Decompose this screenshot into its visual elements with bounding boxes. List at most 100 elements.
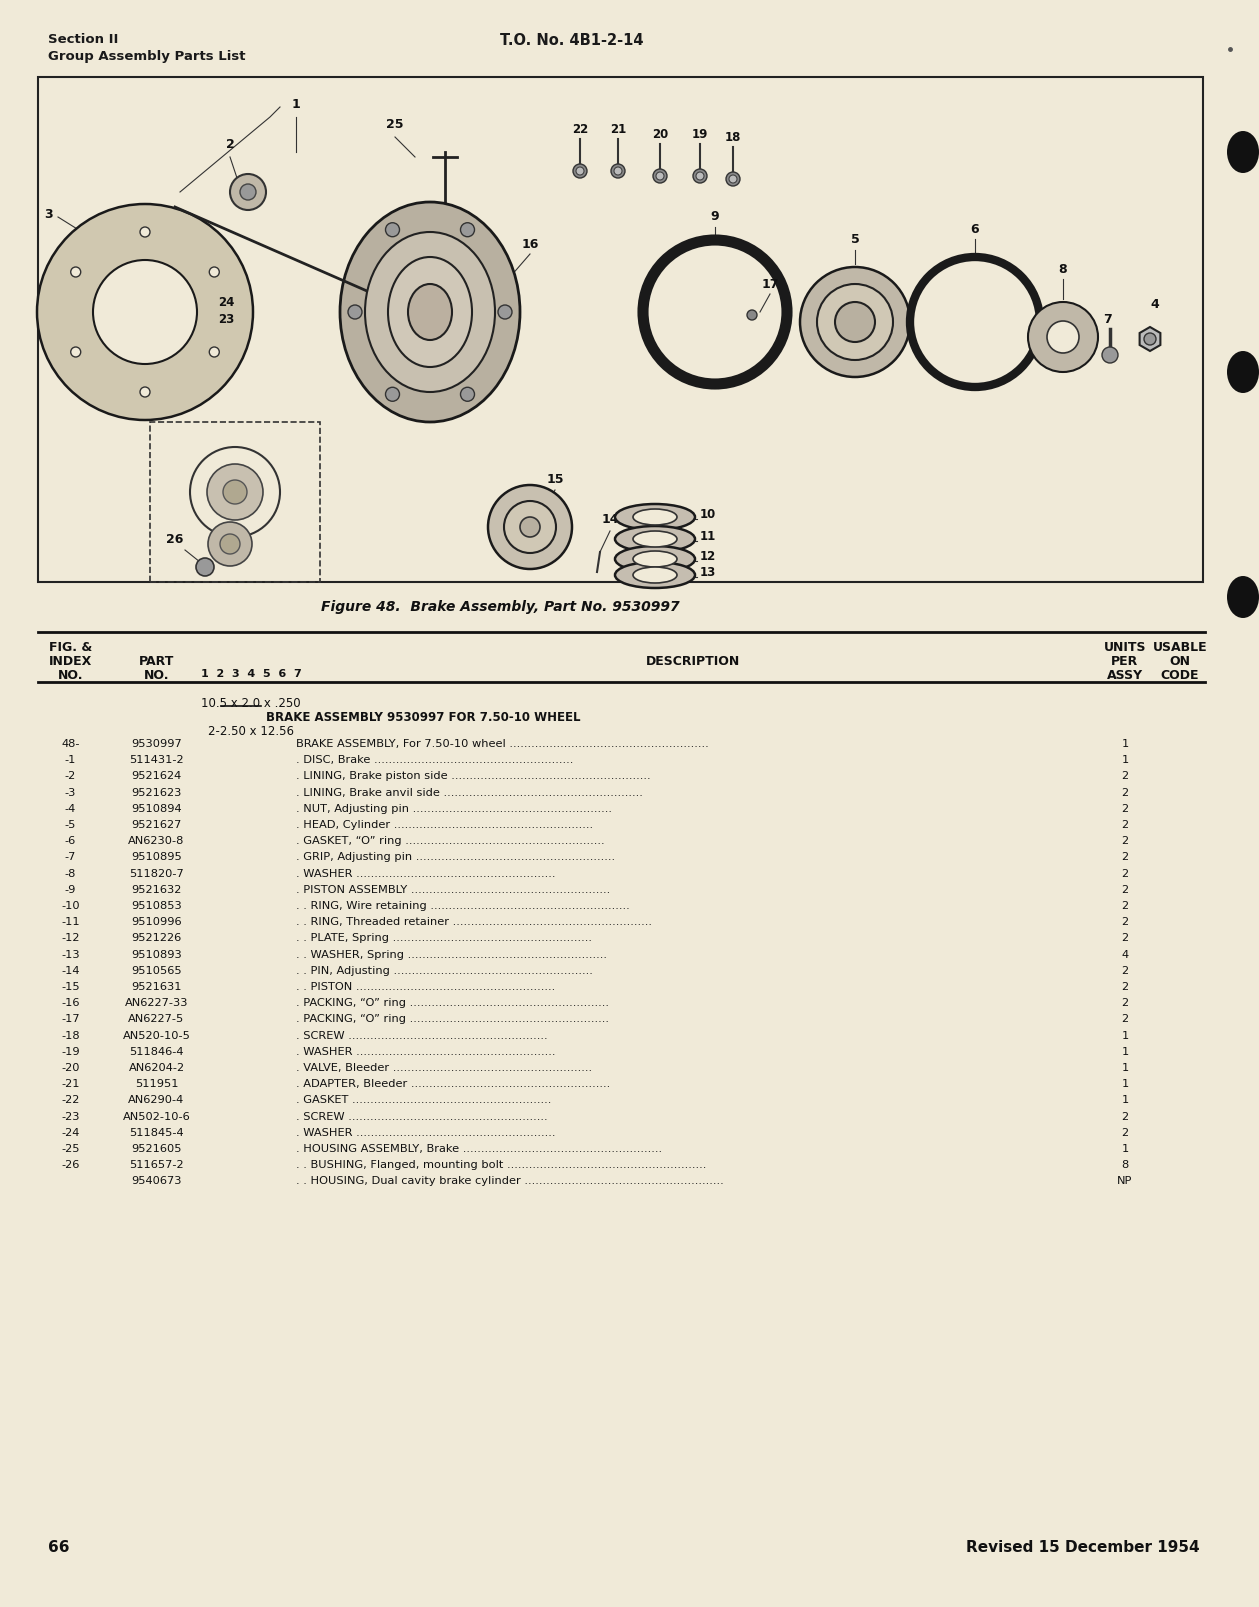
Text: 5: 5 [851,233,860,246]
Text: . . RING, Threaded retainer ....................................................: . . RING, Threaded retainer ............… [296,916,652,927]
Text: . DISC, Brake .......................................................: . DISC, Brake ..........................… [296,755,573,765]
Circle shape [747,310,757,321]
Text: 511846-4: 511846-4 [130,1046,184,1056]
Text: 18: 18 [725,130,742,145]
Circle shape [37,204,253,421]
Text: . . PIN, Adjusting .......................................................: . . PIN, Adjusting .....................… [296,966,593,975]
Circle shape [1102,347,1118,363]
Ellipse shape [388,257,472,368]
Text: . PACKING, “O” ring .......................................................: . PACKING, “O” ring ....................… [296,998,609,1008]
Text: 15: 15 [546,472,564,485]
Text: 9521226: 9521226 [131,932,181,943]
Text: 511951: 511951 [135,1078,179,1088]
Circle shape [223,480,247,505]
Text: . . HOUSING, Dual cavity brake cylinder ........................................: . . HOUSING, Dual cavity brake cylinder … [296,1176,724,1186]
Circle shape [196,559,214,577]
Text: BRAKE ASSEMBLY 9530997 FOR 7.50-10 WHEEL: BRAKE ASSEMBLY 9530997 FOR 7.50-10 WHEEL [266,710,580,723]
Text: 1: 1 [1122,739,1128,749]
Text: . GRIP, Adjusting pin .......................................................: . GRIP, Adjusting pin ..................… [296,852,616,861]
Text: 9: 9 [710,211,719,223]
Ellipse shape [799,268,910,378]
Text: -10: -10 [62,900,79,911]
Text: 2: 2 [1122,982,1128,992]
Text: . WASHER .......................................................: . WASHER ...............................… [296,1046,555,1056]
Ellipse shape [488,485,572,569]
Text: 9521624: 9521624 [131,771,181,781]
Circle shape [206,464,263,521]
Text: 48-: 48- [62,739,79,749]
Text: 9521605: 9521605 [131,1143,181,1154]
Text: . WASHER .......................................................: . WASHER ...............................… [296,1127,555,1138]
Text: 24: 24 [218,296,234,309]
Text: -15: -15 [62,982,79,992]
Text: -14: -14 [62,966,79,975]
Text: 22: 22 [572,122,588,137]
Text: 9521623: 9521623 [131,787,181,797]
Text: 1: 1 [1122,1030,1128,1040]
Text: . LINING, Brake anvil side .....................................................: . LINING, Brake anvil side .............… [296,787,643,797]
Text: 9510565: 9510565 [131,966,181,975]
Text: . SCREW .......................................................: . SCREW ................................… [296,1030,548,1040]
Ellipse shape [633,509,677,525]
Text: 9521631: 9521631 [131,982,181,992]
Text: 9510895: 9510895 [131,852,181,861]
Circle shape [692,170,708,183]
Text: 511431-2: 511431-2 [130,755,184,765]
Text: 2: 2 [1122,932,1128,943]
Text: ASSY: ASSY [1107,669,1143,681]
Text: -4: -4 [65,804,76,813]
Text: -21: -21 [62,1078,79,1088]
Ellipse shape [1228,132,1259,174]
Text: CODE: CODE [1161,669,1200,681]
Text: 2: 2 [1122,836,1128,845]
Text: 9510894: 9510894 [131,804,181,813]
Text: 511845-4: 511845-4 [130,1127,184,1138]
Text: . PISTON ASSEMBLY .......................................................: . PISTON ASSEMBLY ......................… [296,884,611,893]
Circle shape [611,166,624,178]
Text: -22: -22 [62,1094,79,1104]
Text: 2: 2 [1122,884,1128,893]
Text: 2: 2 [1122,804,1128,813]
Text: 11: 11 [700,530,716,543]
Circle shape [240,185,256,201]
Text: . NUT, Adjusting pin .......................................................: . NUT, Adjusting pin ...................… [296,804,612,813]
Circle shape [209,268,219,278]
Text: Section II: Section II [48,34,118,47]
Text: Group Assembly Parts List: Group Assembly Parts List [48,50,246,63]
Circle shape [385,387,399,402]
Circle shape [729,175,737,183]
Text: BRAKE ASSEMBLY, For 7.50-10 wheel ..............................................: BRAKE ASSEMBLY, For 7.50-10 wheel ......… [296,739,709,749]
Ellipse shape [614,546,695,572]
Text: AN6204-2: AN6204-2 [128,1062,185,1072]
Circle shape [230,175,266,211]
Text: 2: 2 [1122,820,1128,829]
Text: . HEAD, Cylinder .......................................................: . HEAD, Cylinder .......................… [296,820,593,829]
Ellipse shape [1029,302,1098,373]
Text: . HOUSING ASSEMBLY, Brake ......................................................: . HOUSING ASSEMBLY, Brake ..............… [296,1143,662,1154]
Text: 16: 16 [521,238,539,251]
Text: 1: 1 [1122,1094,1128,1104]
Circle shape [577,167,584,175]
Text: . . PLATE, Spring .......................................................: . . PLATE, Spring ......................… [296,932,592,943]
Text: AN6290-4: AN6290-4 [128,1094,185,1104]
Text: 2: 2 [1122,900,1128,911]
Circle shape [385,223,399,238]
Text: . SCREW .......................................................: . SCREW ................................… [296,1110,548,1122]
Text: NO.: NO. [144,669,169,681]
Text: 10: 10 [700,508,716,521]
Text: 4: 4 [1122,950,1128,959]
Text: PER: PER [1112,654,1138,667]
Text: 1: 1 [1122,1143,1128,1154]
Text: 3: 3 [44,207,53,220]
Text: 511820-7: 511820-7 [130,868,184,877]
Text: -16: -16 [62,998,79,1008]
Text: -7: -7 [64,852,77,861]
Circle shape [347,305,363,320]
Text: 8: 8 [1059,264,1068,276]
Text: 20: 20 [652,129,669,141]
Ellipse shape [614,505,695,530]
Text: 26: 26 [166,532,184,546]
Text: 19: 19 [691,129,708,141]
Text: -3: -3 [64,787,77,797]
Text: -18: -18 [62,1030,79,1040]
